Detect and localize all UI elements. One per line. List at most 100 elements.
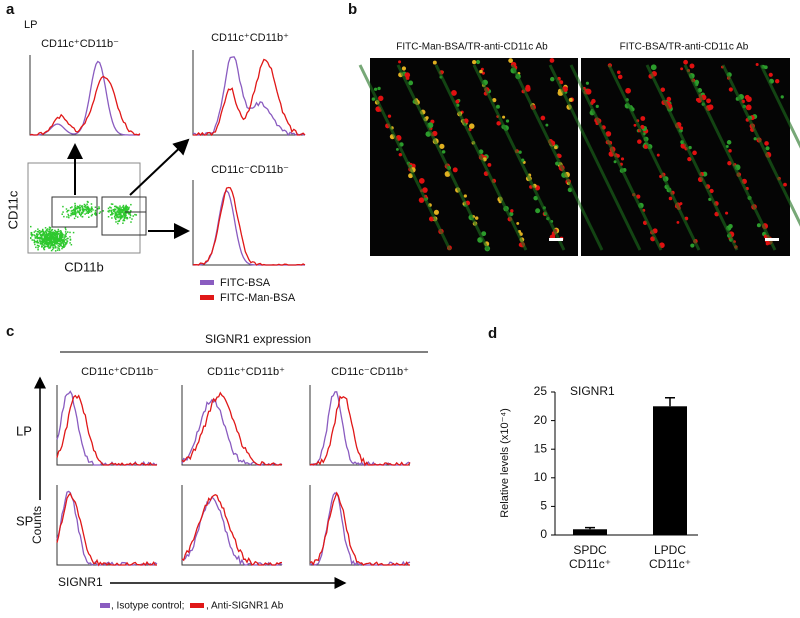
- dot: [82, 208, 85, 210]
- dot: [44, 240, 47, 243]
- dot: [113, 208, 116, 210]
- dot: [43, 248, 46, 251]
- signal-dot: [472, 60, 477, 65]
- signal-dot: [468, 123, 475, 129]
- dot: [113, 216, 116, 218]
- dot: [61, 232, 63, 235]
- dot: [62, 205, 64, 208]
- dot: [57, 245, 59, 247]
- signal-dot: [377, 86, 381, 91]
- dot: [42, 244, 45, 246]
- dot: [46, 238, 49, 240]
- dot: [112, 208, 115, 211]
- dot: [36, 230, 39, 233]
- dot: [31, 233, 34, 236]
- signal-dot: [707, 98, 711, 103]
- dot: [128, 212, 130, 214]
- dot: [58, 249, 61, 251]
- dot: [115, 205, 117, 208]
- dot: [61, 213, 63, 215]
- signal-dot: [418, 178, 425, 184]
- signal-dot: [625, 87, 631, 94]
- dot: [91, 213, 94, 216]
- dot: [42, 234, 44, 236]
- dot: [60, 237, 63, 239]
- dot: [74, 210, 76, 212]
- dot: [81, 212, 84, 214]
- signal-dot: [481, 231, 487, 237]
- signal-dot: [666, 96, 672, 102]
- dot: [117, 212, 120, 214]
- signal-dot: [679, 126, 684, 130]
- dot: [41, 228, 44, 231]
- dot: [121, 209, 123, 212]
- dot: [86, 203, 88, 205]
- dot: [116, 211, 119, 213]
- signal-dot: [753, 137, 757, 141]
- dot: [31, 235, 33, 237]
- dot: [41, 230, 44, 233]
- dot: [90, 206, 93, 208]
- dot: [129, 214, 132, 217]
- signal-dot: [668, 196, 673, 201]
- dot: [65, 208, 68, 210]
- dot: [63, 246, 65, 248]
- dot: [51, 243, 54, 246]
- dot: [54, 239, 56, 242]
- dot: [120, 213, 122, 216]
- dot: [60, 238, 63, 240]
- signal-dot: [373, 87, 378, 91]
- signal-dot: [495, 104, 500, 109]
- cell-outline: [759, 64, 800, 149]
- dot: [64, 235, 66, 237]
- header: SIGNR1 expression: [205, 332, 311, 346]
- dot: [118, 220, 121, 222]
- dot: [70, 243, 73, 246]
- dot: [71, 213, 74, 216]
- dot: [121, 216, 124, 218]
- dot: [37, 228, 39, 230]
- dot: [98, 207, 101, 210]
- dot: [127, 207, 130, 210]
- dot: [75, 211, 77, 214]
- dot: [74, 206, 76, 208]
- dot: [33, 241, 36, 244]
- cell-outline: [396, 64, 490, 251]
- dot: [71, 211, 74, 214]
- dot: [124, 206, 127, 209]
- dot: [53, 240, 56, 243]
- dot: [39, 237, 42, 239]
- dot: [72, 213, 75, 216]
- dot: [64, 243, 67, 246]
- dot: [81, 216, 84, 218]
- dot: [118, 208, 120, 211]
- panel-label: b: [348, 1, 357, 18]
- dot: [73, 208, 76, 210]
- dot: [41, 238, 44, 241]
- dot: [38, 230, 41, 232]
- dot: [90, 207, 92, 210]
- signal-dot: [745, 104, 752, 111]
- dot: [44, 242, 47, 244]
- dot: [37, 231, 40, 233]
- dot: [81, 205, 83, 207]
- dot: [87, 208, 89, 210]
- dot: [63, 215, 65, 218]
- dot: [117, 206, 119, 209]
- signal-dot: [441, 150, 446, 154]
- dot: [56, 238, 59, 240]
- dot: [48, 232, 51, 234]
- dot: [122, 222, 124, 224]
- dot: [125, 214, 127, 217]
- dot: [75, 212, 77, 215]
- dot: [122, 207, 125, 209]
- dot: [117, 222, 119, 225]
- dot: [109, 214, 112, 216]
- micrograph: [370, 58, 578, 256]
- dot: [123, 219, 126, 222]
- dot: [51, 242, 54, 244]
- dot: [88, 211, 91, 213]
- dot: [126, 217, 129, 220]
- signal-dot: [616, 70, 621, 75]
